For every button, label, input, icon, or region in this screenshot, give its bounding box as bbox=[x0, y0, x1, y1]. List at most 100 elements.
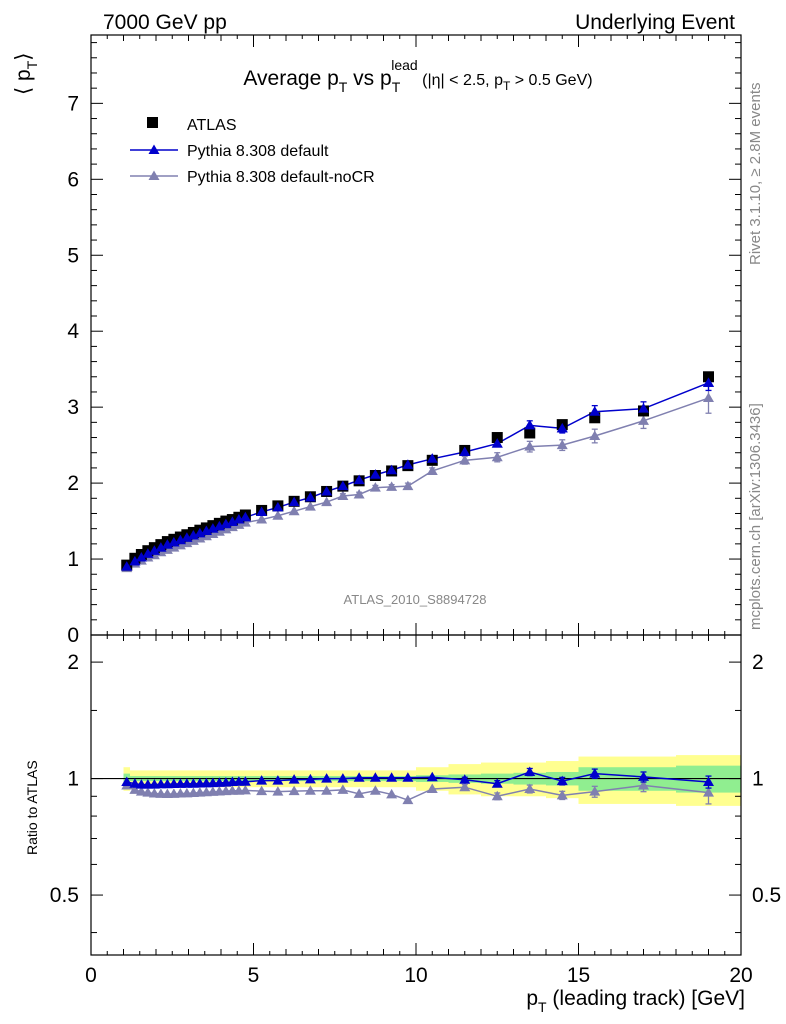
ratio-default-point bbox=[369, 772, 381, 782]
main-y-tick-label: 1 bbox=[67, 548, 79, 571]
legend-nocr-marker bbox=[148, 170, 160, 180]
main-default-point-top bbox=[369, 469, 381, 479]
ratio-nocr-point bbox=[369, 785, 381, 795]
main-nocr-point bbox=[272, 510, 284, 520]
ratio-nocr-point bbox=[386, 788, 398, 799]
main-nocr-point bbox=[321, 496, 333, 507]
ratio-nocr-point bbox=[337, 784, 349, 794]
ratio-default-point bbox=[556, 775, 568, 786]
main-default-point-top bbox=[638, 403, 649, 413]
ratio-default-point bbox=[353, 772, 365, 782]
ratio-default-point bbox=[402, 772, 414, 782]
main-default-point-top bbox=[524, 419, 536, 430]
main-default-point-top bbox=[337, 480, 349, 491]
main-default-point-top bbox=[256, 506, 268, 516]
main-default-point-top bbox=[491, 438, 503, 448]
ratio-default-point bbox=[321, 773, 333, 783]
main-default-point-top bbox=[321, 485, 333, 496]
main-default-point-top bbox=[239, 511, 251, 522]
legend: ATLAS Pythia 8.308 default Pythia 8.308 … bbox=[130, 117, 375, 186]
main-default-point-top bbox=[426, 453, 438, 463]
main-default-point-top bbox=[121, 561, 133, 571]
main-nocr-point bbox=[369, 482, 381, 492]
ratio-nocr-point bbox=[353, 788, 365, 798]
main-default-point-top bbox=[304, 492, 316, 502]
legend-atlas-marker bbox=[147, 117, 158, 128]
main-y-axis-label: ⟨ pT⟩ bbox=[12, 53, 40, 95]
ratio-default-point bbox=[589, 768, 601, 778]
main-y-tick-label: 7 bbox=[67, 92, 79, 115]
ratio-default-point bbox=[256, 775, 268, 785]
x-tick-label: 20 bbox=[729, 964, 752, 987]
main-nocr-point bbox=[556, 439, 568, 450]
main-nocr-point bbox=[337, 490, 349, 501]
main-atlas-point bbox=[703, 371, 714, 383]
main-default-point-top bbox=[155, 542, 167, 552]
ratio-nocr-point bbox=[426, 783, 438, 793]
main-default-point-top bbox=[272, 501, 284, 512]
ratio-nocr-point bbox=[129, 784, 141, 794]
ratio-nocr-point bbox=[459, 781, 471, 792]
ratio-nocr-point bbox=[491, 790, 503, 801]
rivet-label: Rivet 3.1.10, ≥ 2.8M events bbox=[747, 83, 764, 266]
ratio-nocr-point bbox=[288, 785, 300, 796]
ratio-y-tick-label-right: 1 bbox=[752, 768, 764, 791]
main-nocr-point bbox=[524, 441, 536, 451]
ratio-nocr-point bbox=[304, 785, 316, 795]
main-default-point-top bbox=[386, 464, 398, 475]
ratio-default-point bbox=[121, 776, 133, 786]
x-tick-label: 15 bbox=[567, 964, 590, 987]
ratio-nocr-point bbox=[402, 794, 414, 805]
main-y-tick-label: 2 bbox=[67, 472, 79, 495]
ratio-nocr-point bbox=[321, 785, 333, 795]
main-atlas-point bbox=[589, 412, 601, 424]
legend-default-label: Pythia 8.308 default bbox=[187, 143, 329, 160]
ratio-nocr-point bbox=[142, 787, 154, 797]
ratio-nocr-point bbox=[272, 786, 284, 796]
main-atlas-point bbox=[491, 432, 503, 444]
ratio-default-point bbox=[337, 773, 349, 783]
legend-atlas-label: ATLAS bbox=[187, 117, 237, 134]
main-nocr-point bbox=[491, 451, 503, 462]
legend-default-marker bbox=[148, 144, 160, 154]
main-default-point-top bbox=[459, 446, 471, 456]
main-nocr-point bbox=[288, 505, 300, 516]
main-nocr-point bbox=[353, 488, 365, 499]
main-title: Average pT vs pTlead (|η| < 2.5, pT > 0.… bbox=[243, 57, 592, 95]
main-nocr-point bbox=[386, 481, 398, 491]
ratio-nocr-point bbox=[239, 784, 251, 795]
main-default-point-top bbox=[556, 422, 568, 433]
main-nocr-point bbox=[304, 501, 316, 511]
ratio-nocr-point bbox=[556, 789, 568, 800]
ratio-default-point bbox=[459, 774, 471, 784]
ratio-default-point bbox=[491, 778, 503, 788]
mcplots-label: mcplots.cern.ch [arXiv:1306.3436] bbox=[747, 403, 764, 630]
x-tick-label: 0 bbox=[85, 964, 97, 987]
main-default-point-top bbox=[142, 548, 154, 558]
ratio-y-axis-label: Ratio to ATLAS bbox=[24, 760, 40, 855]
ratio-default-point bbox=[386, 772, 398, 782]
ratio-default-point bbox=[426, 771, 438, 782]
main-nocr-point bbox=[256, 514, 268, 524]
main-y-tick-label: 5 bbox=[67, 244, 79, 267]
main-nocr-point bbox=[459, 454, 471, 465]
ratio-default-point bbox=[524, 766, 536, 776]
main-nocr-point bbox=[638, 415, 649, 425]
main-atlas-point bbox=[524, 427, 536, 439]
ratio-default-point bbox=[304, 773, 316, 784]
ratio-default-point bbox=[129, 778, 141, 788]
main-default-point-top bbox=[288, 496, 300, 507]
main-default-point-top bbox=[589, 406, 601, 416]
main-y-tick-label: 6 bbox=[67, 168, 79, 191]
main-default-point-top bbox=[703, 377, 714, 387]
ratio-nocr-point bbox=[638, 779, 649, 790]
main-y-tick-label: 4 bbox=[67, 320, 79, 343]
x-axis-label: pT (leading track) [GeV] bbox=[526, 987, 745, 1015]
main-default-point-top bbox=[353, 474, 365, 485]
ratio-y-tick-label-left: 1 bbox=[67, 768, 79, 791]
main-default-line bbox=[126, 382, 709, 568]
main-nocr-point bbox=[239, 517, 251, 527]
legend-nocr-label: Pythia 8.308 default-noCR bbox=[187, 169, 375, 186]
main-y-tick-label: 0 bbox=[67, 624, 79, 647]
x-tick-label: 5 bbox=[248, 964, 260, 987]
